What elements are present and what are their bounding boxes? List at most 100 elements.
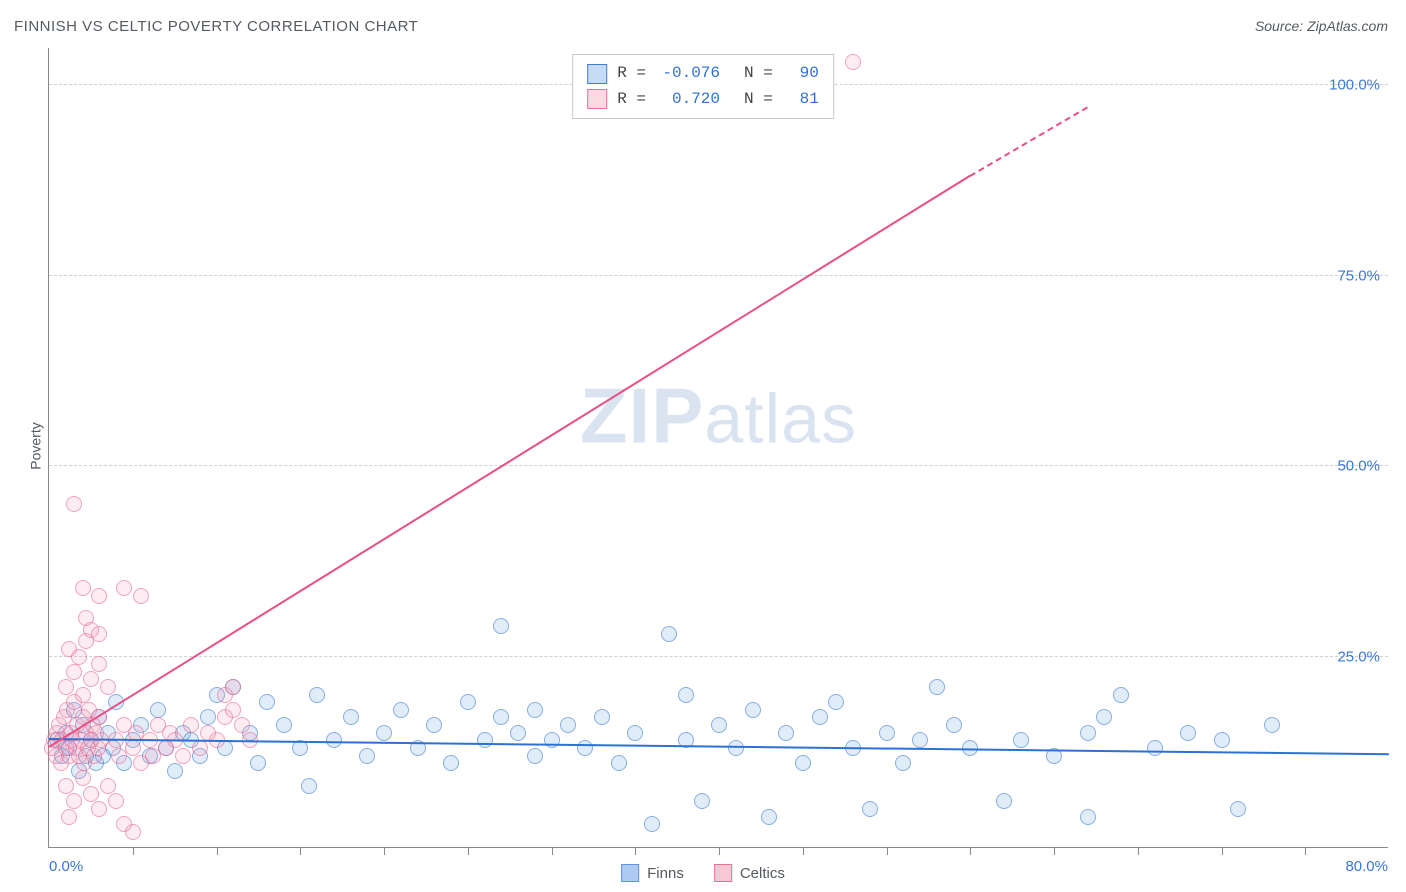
scatter-point: [493, 709, 509, 725]
y-tick-label: 25.0%: [1329, 648, 1380, 665]
scatter-point: [234, 717, 250, 733]
scatter-point: [1013, 732, 1029, 748]
watermark: ZIPatlas: [580, 370, 857, 461]
scatter-point: [460, 694, 476, 710]
x-tick: [468, 847, 469, 855]
source-label: Source: ZipAtlas.com: [1255, 18, 1388, 34]
scatter-point: [426, 717, 442, 733]
scatter-point: [125, 740, 141, 756]
scatter-point: [167, 763, 183, 779]
legend-swatch: [621, 864, 639, 882]
scatter-point: [78, 610, 94, 626]
scatter-point: [183, 717, 199, 733]
scatter-point: [393, 702, 409, 718]
scatter-point: [862, 801, 878, 817]
scatter-point: [946, 717, 962, 733]
scatter-point: [627, 725, 643, 741]
scatter-point: [1214, 732, 1230, 748]
scatter-point: [83, 786, 99, 802]
scatter-point: [728, 740, 744, 756]
scatter-point: [795, 755, 811, 771]
legend-row: R =0.720N =81: [587, 87, 819, 113]
scatter-point: [611, 755, 627, 771]
scatter-point: [560, 717, 576, 733]
scatter-point: [678, 687, 694, 703]
scatter-point: [828, 694, 844, 710]
watermark-primary: ZIP: [580, 371, 704, 459]
x-label-max: 80.0%: [1345, 858, 1388, 875]
y-tick-label: 75.0%: [1329, 267, 1380, 284]
correlation-legend: R =-0.076N =90R =0.720N =81: [572, 54, 834, 119]
scatter-point: [250, 755, 266, 771]
scatter-point: [1113, 687, 1129, 703]
scatter-point: [577, 740, 593, 756]
x-tick: [133, 847, 134, 855]
legend-row: R =-0.076N =90: [587, 61, 819, 87]
scatter-point: [1264, 717, 1280, 733]
scatter-point: [276, 717, 292, 733]
chart-title: FINNISH VS CELTIC POVERTY CORRELATION CH…: [14, 18, 418, 35]
scatter-point: [376, 725, 392, 741]
scatter-point: [66, 793, 82, 809]
scatter-point: [1230, 801, 1246, 817]
x-tick: [300, 847, 301, 855]
scatter-point: [661, 626, 677, 642]
scatter-point: [761, 809, 777, 825]
scatter-point: [493, 618, 509, 634]
scatter-point: [91, 656, 107, 672]
scatter-point: [309, 687, 325, 703]
scatter-point: [100, 679, 116, 695]
gridline-h: [49, 465, 1388, 466]
scatter-point: [71, 649, 87, 665]
scatter-point: [225, 679, 241, 695]
scatter-point: [343, 709, 359, 725]
scatter-point: [912, 732, 928, 748]
scatter-point: [527, 702, 543, 718]
scatter-point: [133, 588, 149, 604]
scatter-point: [845, 54, 861, 70]
legend-n-value: 90: [783, 61, 819, 87]
legend-item: Celtics: [714, 864, 785, 882]
scatter-point: [745, 702, 761, 718]
gridline-h: [49, 656, 1388, 657]
legend-swatch: [714, 864, 732, 882]
scatter-point: [1180, 725, 1196, 741]
scatter-point: [879, 725, 895, 741]
legend-item-label: Finns: [647, 865, 684, 882]
scatter-point: [1080, 809, 1096, 825]
scatter-point: [510, 725, 526, 741]
scatter-point: [1096, 709, 1112, 725]
scatter-point: [150, 702, 166, 718]
scatter-point: [443, 755, 459, 771]
x-tick: [1305, 847, 1306, 855]
scatter-point: [477, 732, 493, 748]
scatter-point: [91, 801, 107, 817]
x-tick: [970, 847, 971, 855]
trend-line: [48, 175, 970, 748]
scatter-point: [66, 496, 82, 512]
scatter-point: [1080, 725, 1096, 741]
scatter-point: [711, 717, 727, 733]
scatter-point: [116, 580, 132, 596]
scatter-point: [66, 664, 82, 680]
plot-area: ZIPatlas 25.0%50.0%75.0%100.0%0.0%80.0%: [48, 48, 1388, 848]
x-tick: [217, 847, 218, 855]
scatter-point: [83, 671, 99, 687]
scatter-point: [225, 702, 241, 718]
scatter-point: [644, 816, 660, 832]
x-tick: [719, 847, 720, 855]
scatter-point: [91, 588, 107, 604]
legend-n-label: N =: [744, 87, 773, 113]
scatter-point: [812, 709, 828, 725]
scatter-point: [544, 732, 560, 748]
chart-page: FINNISH VS CELTIC POVERTY CORRELATION CH…: [0, 0, 1406, 892]
scatter-point: [108, 793, 124, 809]
scatter-point: [125, 824, 141, 840]
scatter-point: [1147, 740, 1163, 756]
scatter-point: [75, 770, 91, 786]
legend-swatch: [587, 89, 607, 109]
scatter-point: [778, 725, 794, 741]
legend-n-value: 81: [783, 87, 819, 113]
x-tick: [552, 847, 553, 855]
scatter-point: [594, 709, 610, 725]
